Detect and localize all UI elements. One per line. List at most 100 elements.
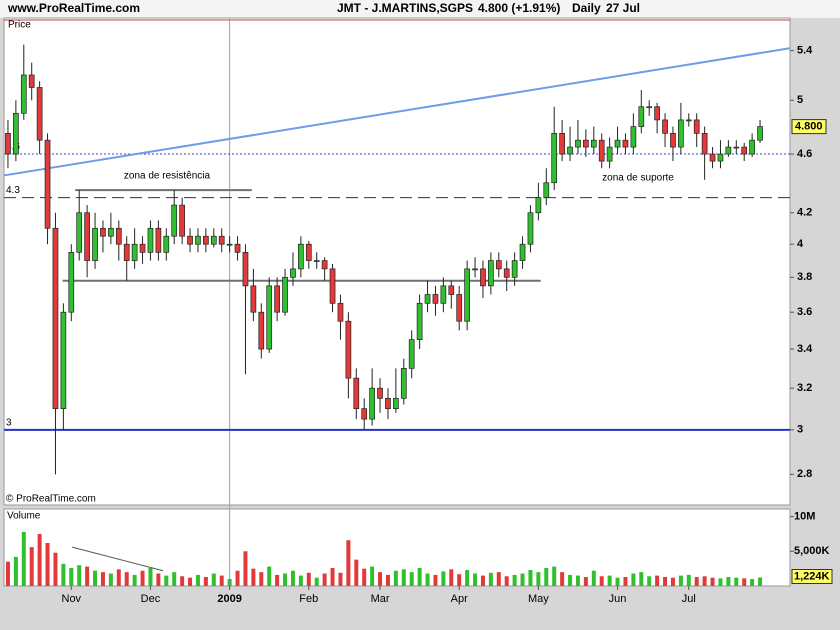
volume-bar <box>354 559 359 586</box>
candle-body <box>432 294 439 304</box>
date: 27 Jul <box>606 1 640 15</box>
candle-body <box>448 285 455 295</box>
volume-bar <box>164 575 169 586</box>
x-tick-label: May <box>528 593 549 605</box>
volume-bar <box>61 563 66 586</box>
volume-bar <box>599 576 604 586</box>
copyright: © ProRealTime.com <box>6 494 96 505</box>
last-value-box <box>791 119 827 135</box>
volume-bar <box>100 572 105 586</box>
candle-body <box>575 139 581 148</box>
volume-bar <box>742 578 747 586</box>
candle-body <box>662 119 668 134</box>
volume-bar <box>544 567 549 586</box>
last-value-label: 4.800 <box>795 121 823 133</box>
volume-bar <box>710 577 715 586</box>
candle-body <box>678 119 684 148</box>
candle-body <box>701 133 708 155</box>
volume-bar <box>298 575 303 586</box>
candle-body <box>495 260 502 270</box>
volume-bar <box>156 573 161 586</box>
candle-body <box>614 139 621 148</box>
volume-bar <box>758 577 763 586</box>
candle-body <box>258 311 265 350</box>
volume-bar <box>251 568 256 586</box>
volume-bar <box>591 570 596 586</box>
volume-bar <box>488 572 493 586</box>
volume-bar <box>393 570 398 586</box>
candle-body <box>108 227 114 237</box>
volume-bar <box>29 547 34 586</box>
volume-bar <box>37 533 42 586</box>
candle-body <box>147 227 154 253</box>
candle-body <box>5 133 11 155</box>
volume-bar <box>655 575 660 586</box>
volume-bar <box>330 567 335 586</box>
candle-body <box>377 387 383 399</box>
volume-bar <box>180 576 185 586</box>
volume-bar <box>465 570 470 586</box>
period: Daily <box>572 1 601 15</box>
x-tick-label: Jun <box>609 593 627 605</box>
volume-bar <box>425 573 430 586</box>
volume-bar <box>496 572 501 586</box>
volume-bar <box>552 566 557 586</box>
volume-bar <box>647 576 652 586</box>
volume-bar <box>750 579 755 586</box>
x-tick-label: Dec <box>141 593 161 605</box>
candle-body <box>559 133 565 155</box>
volume-bar <box>21 531 26 586</box>
candle-body <box>464 268 470 322</box>
y-tick-label: 4 <box>797 238 804 250</box>
candle-body <box>733 146 740 149</box>
candle-body <box>606 146 613 162</box>
candle-body <box>654 106 660 121</box>
y-tick-label: 3.4 <box>797 343 813 355</box>
volume-bar <box>314 577 319 586</box>
candle-body <box>274 285 280 313</box>
candle-body <box>187 235 193 245</box>
volume-bar <box>362 568 367 586</box>
candle-body <box>741 146 748 155</box>
candle-body <box>709 153 716 162</box>
volume-last-box <box>791 569 833 585</box>
candle-body <box>598 139 605 162</box>
y-tick-label: 3.2 <box>797 382 812 394</box>
volume-bar <box>227 579 232 586</box>
candle-body <box>638 106 645 127</box>
candle-body <box>290 268 296 278</box>
volume-bar <box>267 566 272 586</box>
volume-bar <box>290 570 295 586</box>
volume-bar <box>536 572 541 586</box>
candle-body <box>385 397 391 410</box>
volume-bar <box>417 567 422 586</box>
volume-bar <box>623 576 628 586</box>
volume-bar <box>670 577 675 586</box>
volume-bar <box>124 572 129 586</box>
instrument: JMT - J.MARTINS,SGPS <box>337 1 473 15</box>
candle-body <box>100 227 106 237</box>
candle-body <box>551 133 558 184</box>
volume-bar <box>457 574 462 586</box>
volume-bar <box>5 561 10 586</box>
candle-body <box>20 74 27 114</box>
y-tick-label: 4.6 <box>797 148 812 160</box>
volume-bar <box>702 576 707 586</box>
volume-bar <box>718 578 723 586</box>
volume-bar <box>726 576 731 586</box>
volume-bar <box>441 571 446 586</box>
volume-bar <box>13 556 18 586</box>
candle-body <box>171 204 178 237</box>
volume-bar <box>322 573 327 586</box>
candle-body <box>480 268 486 287</box>
candle-body <box>630 126 637 148</box>
candle-body <box>416 302 423 341</box>
volume-bar <box>401 569 406 586</box>
volume-bar <box>663 576 668 586</box>
volume-bar <box>172 572 177 586</box>
volume-bar <box>195 574 200 586</box>
candle-body <box>28 74 35 88</box>
volume-last-label: 1,224K <box>794 570 830 582</box>
volume-bar <box>678 575 683 586</box>
volume-bar <box>235 570 240 586</box>
